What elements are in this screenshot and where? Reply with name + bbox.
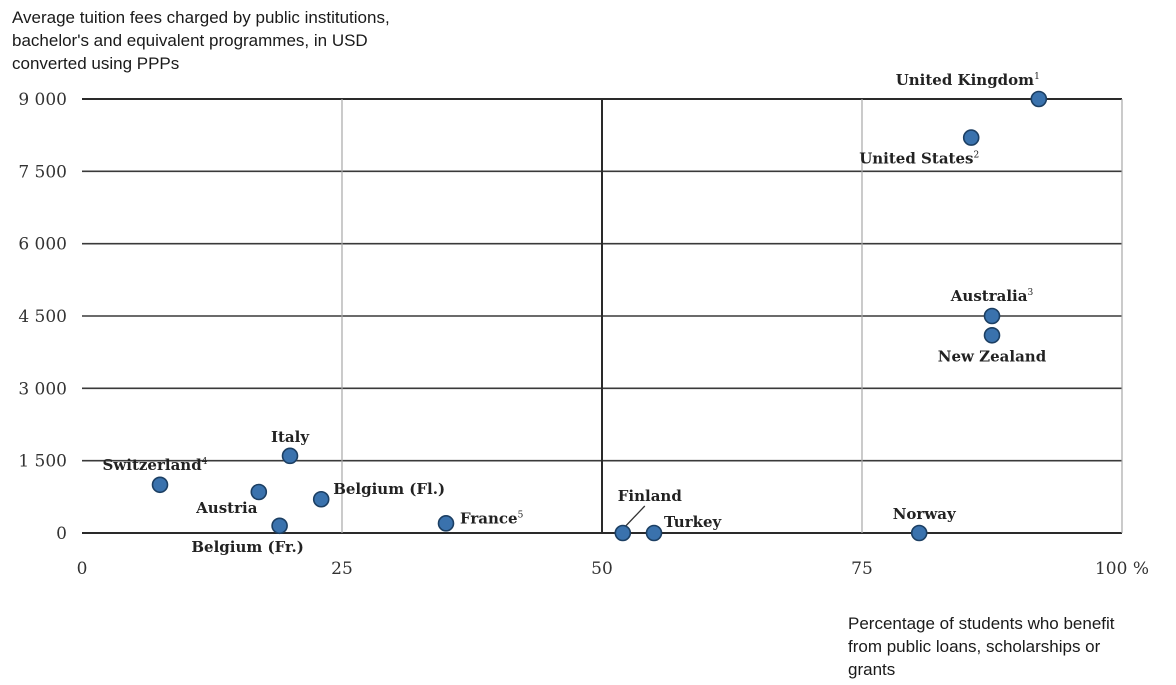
point-labels: United Kingdom1 United States2 Australia3 N… xyxy=(103,71,1047,556)
data-point xyxy=(312,490,330,508)
point-label: Belgium (Fr.) xyxy=(191,538,303,556)
data-point xyxy=(151,476,169,494)
data-points xyxy=(151,90,1048,542)
point-label: Turkey xyxy=(664,513,723,531)
data-point xyxy=(962,129,980,146)
x-tick-label: 75 xyxy=(851,559,873,579)
y-tick-label: 0 xyxy=(56,524,67,544)
tick-labels: 0 1 500 3 000 4 500 6 000 7 500 9 000 0 25 50 75 10… xyxy=(18,90,1149,579)
grid xyxy=(82,98,1123,534)
data-point xyxy=(983,307,1001,325)
point-label: Finland xyxy=(618,487,683,505)
point-label: Italy xyxy=(271,428,310,446)
point-label: United Kingdom1 xyxy=(896,71,1040,89)
x-tick-label: 0 xyxy=(77,559,88,579)
x-tick-label: 100 % xyxy=(1095,559,1149,579)
point-label: Austria xyxy=(195,499,258,517)
point-label: France5 xyxy=(460,509,524,527)
data-point xyxy=(437,515,455,532)
point-label: United States2 xyxy=(859,150,979,168)
data-point xyxy=(1030,90,1048,108)
data-point xyxy=(645,524,663,542)
y-axis-title: Average tuition fees charged by public i… xyxy=(12,8,390,73)
y-tick-label: 7 500 xyxy=(18,162,67,182)
x-tick-label: 50 xyxy=(591,559,613,579)
point-label: Belgium (Fl.) xyxy=(333,480,445,498)
y-tick-label: 3 000 xyxy=(18,379,67,399)
x-tick-label: 25 xyxy=(331,559,353,579)
data-point xyxy=(271,517,288,535)
data-point xyxy=(281,447,299,465)
y-tick-label: 1 500 xyxy=(18,452,67,472)
y-tick-label: 6 000 xyxy=(18,235,67,255)
point-label: Australia3 xyxy=(950,287,1034,305)
data-point xyxy=(614,524,632,542)
y-tick-label: 9 000 xyxy=(18,90,67,110)
leader-lines xyxy=(624,505,646,528)
data-point xyxy=(250,483,268,501)
data-point xyxy=(983,326,1001,344)
point-label: Switzerland4 xyxy=(103,456,208,474)
data-point xyxy=(910,524,928,542)
point-label: Norway xyxy=(893,505,957,523)
y-tick-label: 4 500 xyxy=(18,307,67,327)
x-axis-title: Percentage of students who benefit from … xyxy=(848,614,1115,679)
finland-leader-line xyxy=(624,505,646,528)
point-label: New Zealand xyxy=(938,347,1047,365)
